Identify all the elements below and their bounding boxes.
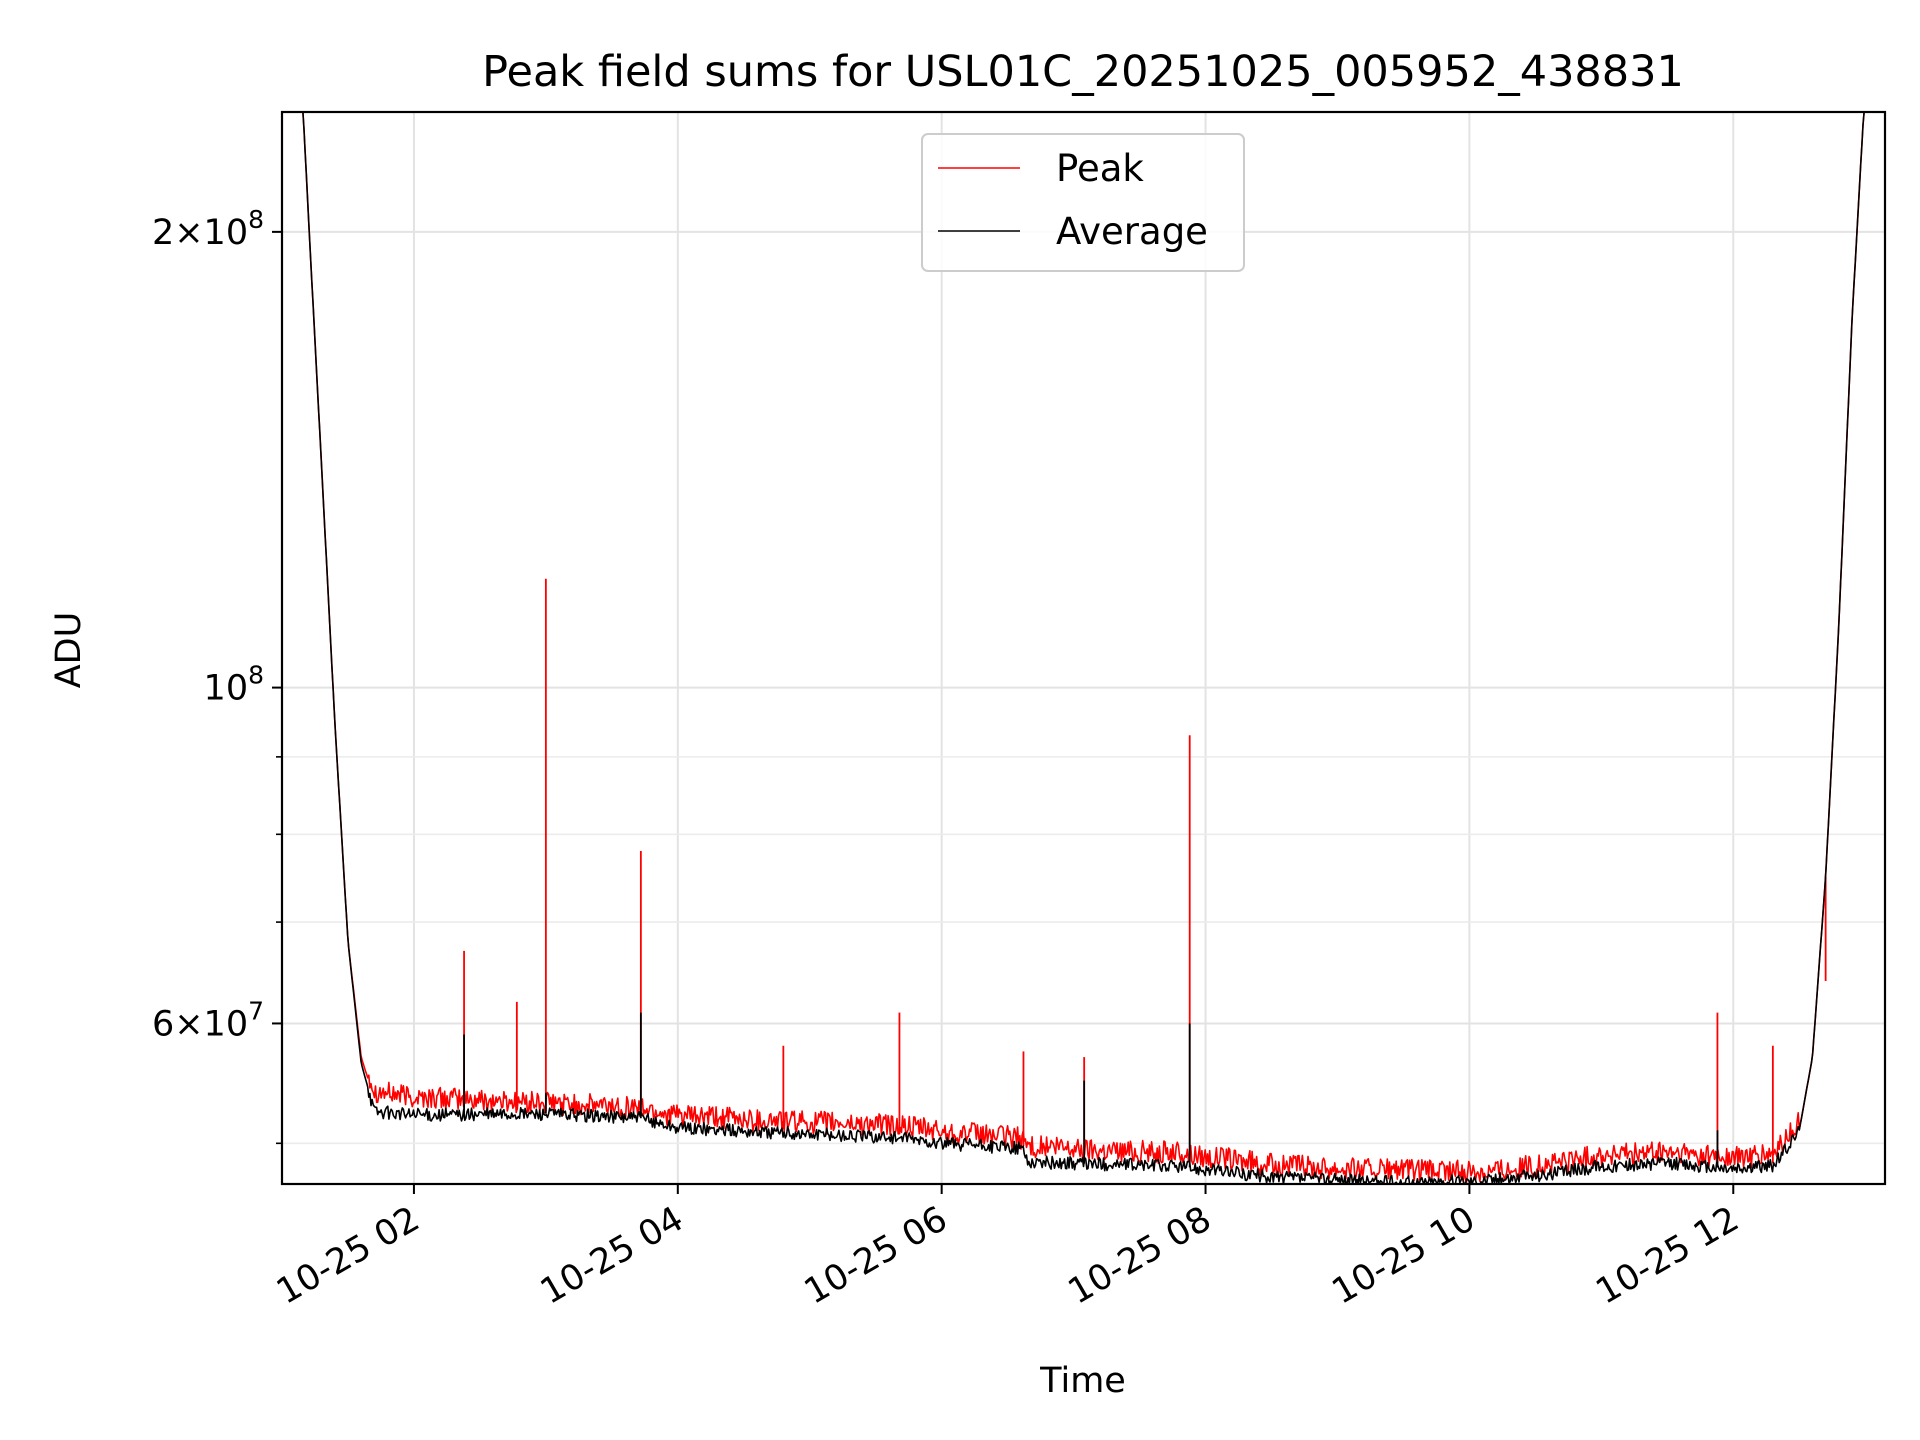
x-axis-label: Time xyxy=(1039,1361,1126,1401)
legend-label-peak: Peak xyxy=(1056,147,1144,190)
y-axis-ticks: 6×107 108 2×108 xyxy=(152,205,282,1145)
y-tick-label: 2×108 xyxy=(152,205,264,253)
legend: Peak Average xyxy=(921,133,1245,272)
y-axis-label: ADU xyxy=(49,612,89,689)
y-tick-label: 108 xyxy=(204,661,264,709)
series-average xyxy=(301,112,1866,1184)
plot-frame xyxy=(280,110,1887,1186)
series-layer xyxy=(301,112,1866,1184)
chart-title: Peak field sums for USL01C_20251025_0059… xyxy=(482,47,1684,97)
legend-label-average: Average xyxy=(1056,210,1208,253)
series-line-average xyxy=(301,112,1866,1184)
y-tick-label: 6×107 xyxy=(152,996,264,1044)
